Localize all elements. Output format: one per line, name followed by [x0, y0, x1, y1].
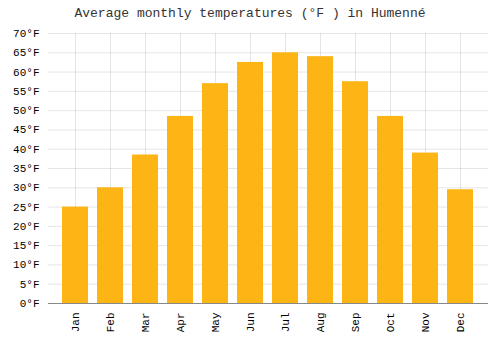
svg-text:50°F: 50°F [13, 105, 39, 117]
svg-text:20°F: 20°F [13, 221, 39, 233]
svg-text:Jan: Jan [70, 313, 82, 333]
svg-text:5°F: 5°F [20, 279, 40, 291]
svg-text:Nov: Nov [420, 312, 432, 332]
html-text:Average monthly temperatures (: Average monthly temperatures (°F ) in Hu… [74, 6, 426, 21]
svg-text:Sep: Sep [350, 313, 362, 333]
svg-text:60°F: 60°F [13, 67, 39, 79]
svg-text:30°F: 30°F [13, 182, 39, 194]
svg-text:Apr: Apr [175, 313, 187, 333]
svg-text:Mar: Mar [140, 313, 152, 333]
svg-text:Oct: Oct [385, 313, 397, 333]
svg-text:15°F: 15°F [13, 240, 39, 252]
svg-text:10°F: 10°F [13, 259, 39, 271]
svg-text:Dec: Dec [455, 313, 467, 333]
svg-text:May: May [210, 312, 222, 332]
svg-text:0°F: 0°F [20, 298, 40, 310]
svg-text:65°F: 65°F [13, 47, 39, 59]
svg-text:Aug: Aug [315, 313, 327, 333]
svg-text:Jul: Jul [280, 313, 292, 333]
svg-text:25°F: 25°F [13, 202, 39, 214]
svg-text:Jun: Jun [245, 313, 257, 333]
svg-text:55°F: 55°F [13, 86, 39, 98]
svg-text:40°F: 40°F [13, 144, 39, 156]
svg-text:Feb: Feb [105, 313, 117, 333]
svg-text:70°F: 70°F [13, 28, 39, 40]
svg-text:45°F: 45°F [13, 124, 39, 136]
svg-text:35°F: 35°F [13, 163, 39, 175]
